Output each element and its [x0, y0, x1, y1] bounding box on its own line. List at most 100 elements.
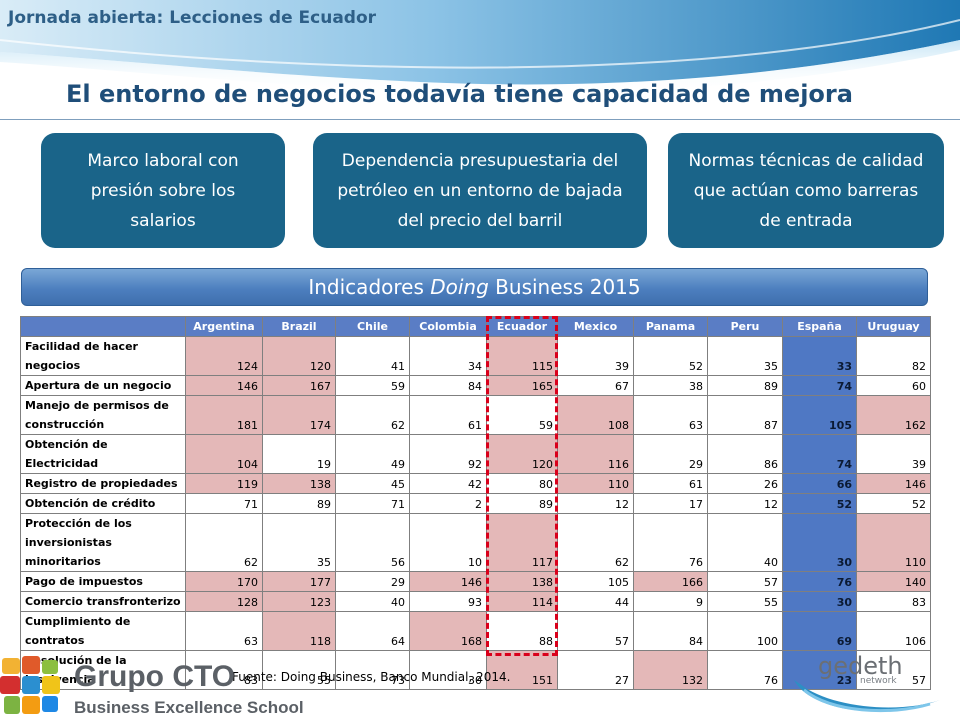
table-cell: 62 — [335, 395, 410, 435]
cto-logo-text: Grupo CTO — [74, 660, 236, 693]
table-cell: 35 — [707, 336, 783, 376]
table-cell: 73 — [335, 650, 410, 690]
row-label-line: construcción — [25, 418, 105, 431]
table-cell: 124 — [185, 336, 263, 376]
table-cell: 55 — [707, 591, 783, 612]
row-label-line: Comercio transfronterizo — [25, 595, 181, 608]
table-cell: 92 — [409, 434, 487, 474]
column-header: Uruguay — [856, 316, 931, 337]
column-header: Argentina — [185, 316, 263, 337]
table-cell: 181 — [185, 395, 263, 435]
table-cell: 71 — [185, 493, 263, 514]
table-cell: 84 — [409, 375, 487, 396]
table-cell: 88 — [486, 611, 558, 651]
table-cell: 110 — [856, 513, 931, 572]
table-cell: 117 — [486, 513, 558, 572]
column-header: España — [782, 316, 857, 337]
table-body: Facilidad de hacer negocios 124 120 41 34 115 3… — [20, 336, 931, 690]
table-cell: 52 — [782, 493, 857, 514]
table-cell: 59 — [335, 375, 410, 396]
table-header-corner — [20, 316, 186, 337]
table-cell: 87 — [707, 395, 783, 435]
table-cell: 128 — [185, 591, 263, 612]
column-header: Peru — [707, 316, 783, 337]
table-cell: 41 — [335, 336, 410, 376]
table-cell: 106 — [856, 611, 931, 651]
card-oil-dependence: Dependencia presupuestaria del petróleo … — [313, 133, 647, 248]
table-row: Facilidad de hacer negocios 124 120 41 34 115 3… — [20, 336, 931, 376]
column-header: Brazil — [262, 316, 336, 337]
table-cell: 63 — [633, 395, 708, 435]
table-cell: 166 — [633, 571, 708, 592]
table-cell: 33 — [782, 336, 857, 376]
table-cell: 168 — [409, 611, 487, 651]
table-cell: 44 — [557, 591, 634, 612]
table-cell: 84 — [633, 611, 708, 651]
table-cell: 40 — [707, 513, 783, 572]
row-label: Pago de impuestos — [20, 571, 186, 592]
table-cell: 38 — [633, 375, 708, 396]
row-label-line: Obtención de Electricidad — [25, 438, 108, 470]
row-label-line: Facilidad de hacer — [25, 340, 138, 353]
table-header-row: Argentina Brazil Chile Colombia Ecuador … — [20, 316, 931, 337]
table-cell: 34 — [409, 336, 487, 376]
table-cell: 27 — [557, 650, 634, 690]
row-label-line: inversionistas minoritarios — [25, 536, 112, 568]
table-cell: 30 — [409, 650, 487, 690]
table-row: Apertura de un negocio 146 167 59 84 165 67 38 8… — [20, 375, 931, 396]
table-cell: 52 — [856, 493, 931, 514]
indicators-suffix: Business 2015 — [488, 275, 641, 299]
table-row: Protección de los inversionistas minorita… — [20, 513, 931, 572]
table-cell: 123 — [262, 591, 336, 612]
table-cell: 62 — [557, 513, 634, 572]
table-cell: 74 — [782, 375, 857, 396]
table-cell: 42 — [409, 473, 487, 494]
table-cell: 76 — [782, 571, 857, 592]
row-label-line: negocios — [25, 359, 81, 372]
table-cell: 19 — [262, 434, 336, 474]
row-label-line: Obtención de crédito — [25, 497, 156, 510]
card-text: Normas técnicas de calidad que actúan co… — [688, 150, 924, 231]
column-header: Colombia — [409, 316, 487, 337]
table-cell: 76 — [633, 513, 708, 572]
table-cell: 45 — [335, 473, 410, 494]
table-cell: 116 — [557, 434, 634, 474]
card-technical-norms: Normas técnicas de calidad que actúan co… — [668, 133, 944, 248]
table-cell: 83 — [856, 591, 931, 612]
table-cell: 39 — [856, 434, 931, 474]
card-labor-market: Marco laboral con presión sobre los sala… — [41, 133, 285, 248]
table-cell: 52 — [633, 336, 708, 376]
table-cell: 26 — [707, 473, 783, 494]
table-cell: 71 — [335, 493, 410, 514]
table-cell: 9 — [633, 591, 708, 612]
table-cell: 105 — [782, 395, 857, 435]
row-label-line: Pago de impuestos — [25, 575, 143, 588]
table-cell: 40 — [335, 591, 410, 612]
table-cell: 138 — [486, 571, 558, 592]
table-cell: 167 — [262, 375, 336, 396]
table-cell: 60 — [856, 375, 931, 396]
table-cell: 89 — [486, 493, 558, 514]
table-cell: 12 — [557, 493, 634, 514]
table-cell: 64 — [335, 611, 410, 651]
table-cell: 63 — [185, 611, 263, 651]
table-cell: 59 — [486, 395, 558, 435]
table-cell: 177 — [262, 571, 336, 592]
cto-logo-subtext: Business Excellence School — [74, 698, 304, 717]
table-cell: 2 — [409, 493, 487, 514]
card-text: Dependencia presupuestaria del petróleo … — [337, 150, 623, 231]
table-cell: 104 — [185, 434, 263, 474]
row-label: Manejo de permisos de construcción — [20, 395, 186, 435]
table-row: Obtención de crédito 71 89 71 2 89 12 17 12 52 52 — [20, 493, 931, 514]
table-cell: 132 — [633, 650, 708, 690]
card-text: Marco laboral con presión sobre los sala… — [87, 150, 239, 231]
source-note: Fuente: Doing Business, Banco Mundial, 2… — [232, 670, 511, 684]
column-header: Panama — [633, 316, 708, 337]
table-cell: 108 — [557, 395, 634, 435]
indicators-italic: Doing — [430, 275, 489, 299]
table-cell: 62 — [185, 513, 263, 572]
table-cell: 67 — [557, 375, 634, 396]
table-cell: 57 — [557, 611, 634, 651]
table-row: Pago de impuestos 170 177 29 146 138 105 166 57 7… — [20, 571, 931, 592]
row-label-line: contratos — [25, 634, 85, 647]
